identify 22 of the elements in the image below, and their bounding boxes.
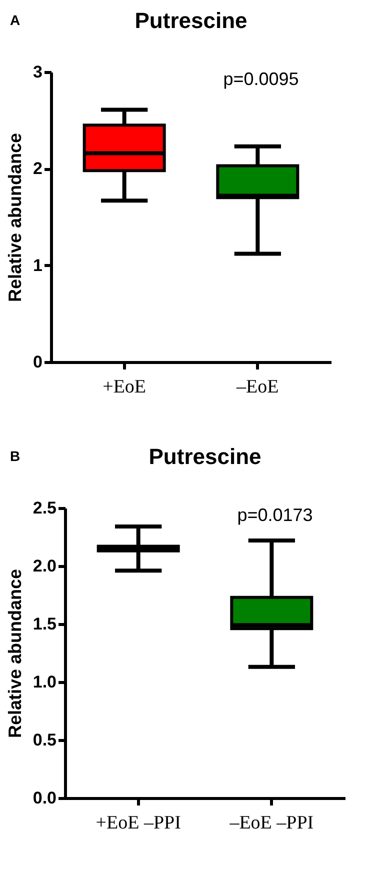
y-tick-label: 1.5: [32, 614, 56, 634]
y-axis-title: Relative abundance: [5, 132, 26, 302]
chart-title: Putrescine: [134, 8, 248, 33]
y-tick-label: 0: [33, 352, 42, 372]
x-tick-label: +EoE –PPI: [96, 812, 181, 834]
y-tick-label: 1.0: [32, 672, 56, 692]
y-axis-title: Relative abundance: [4, 568, 25, 738]
y-tick-label: 1: [33, 256, 42, 275]
x-tick-label: +EoE: [102, 376, 146, 398]
annotation: p=0.0173: [237, 505, 313, 525]
text: B: [10, 448, 20, 464]
y-tick-label: 3: [33, 62, 42, 82]
y-tick-label: 2.0: [32, 556, 56, 576]
y-tick-label: 0.5: [32, 730, 56, 750]
x-tick-label: –EoE: [236, 376, 279, 398]
annotation: p=0.0095: [223, 69, 299, 89]
y-tick-label: 2.5: [32, 498, 56, 518]
x-tick-label: –EoE –PPI: [228, 812, 314, 834]
y-tick-label: 0.0: [32, 788, 56, 808]
y-tick-label: 2: [33, 159, 42, 178]
text: A: [10, 12, 20, 28]
chart-title: Putrescine: [148, 444, 262, 469]
